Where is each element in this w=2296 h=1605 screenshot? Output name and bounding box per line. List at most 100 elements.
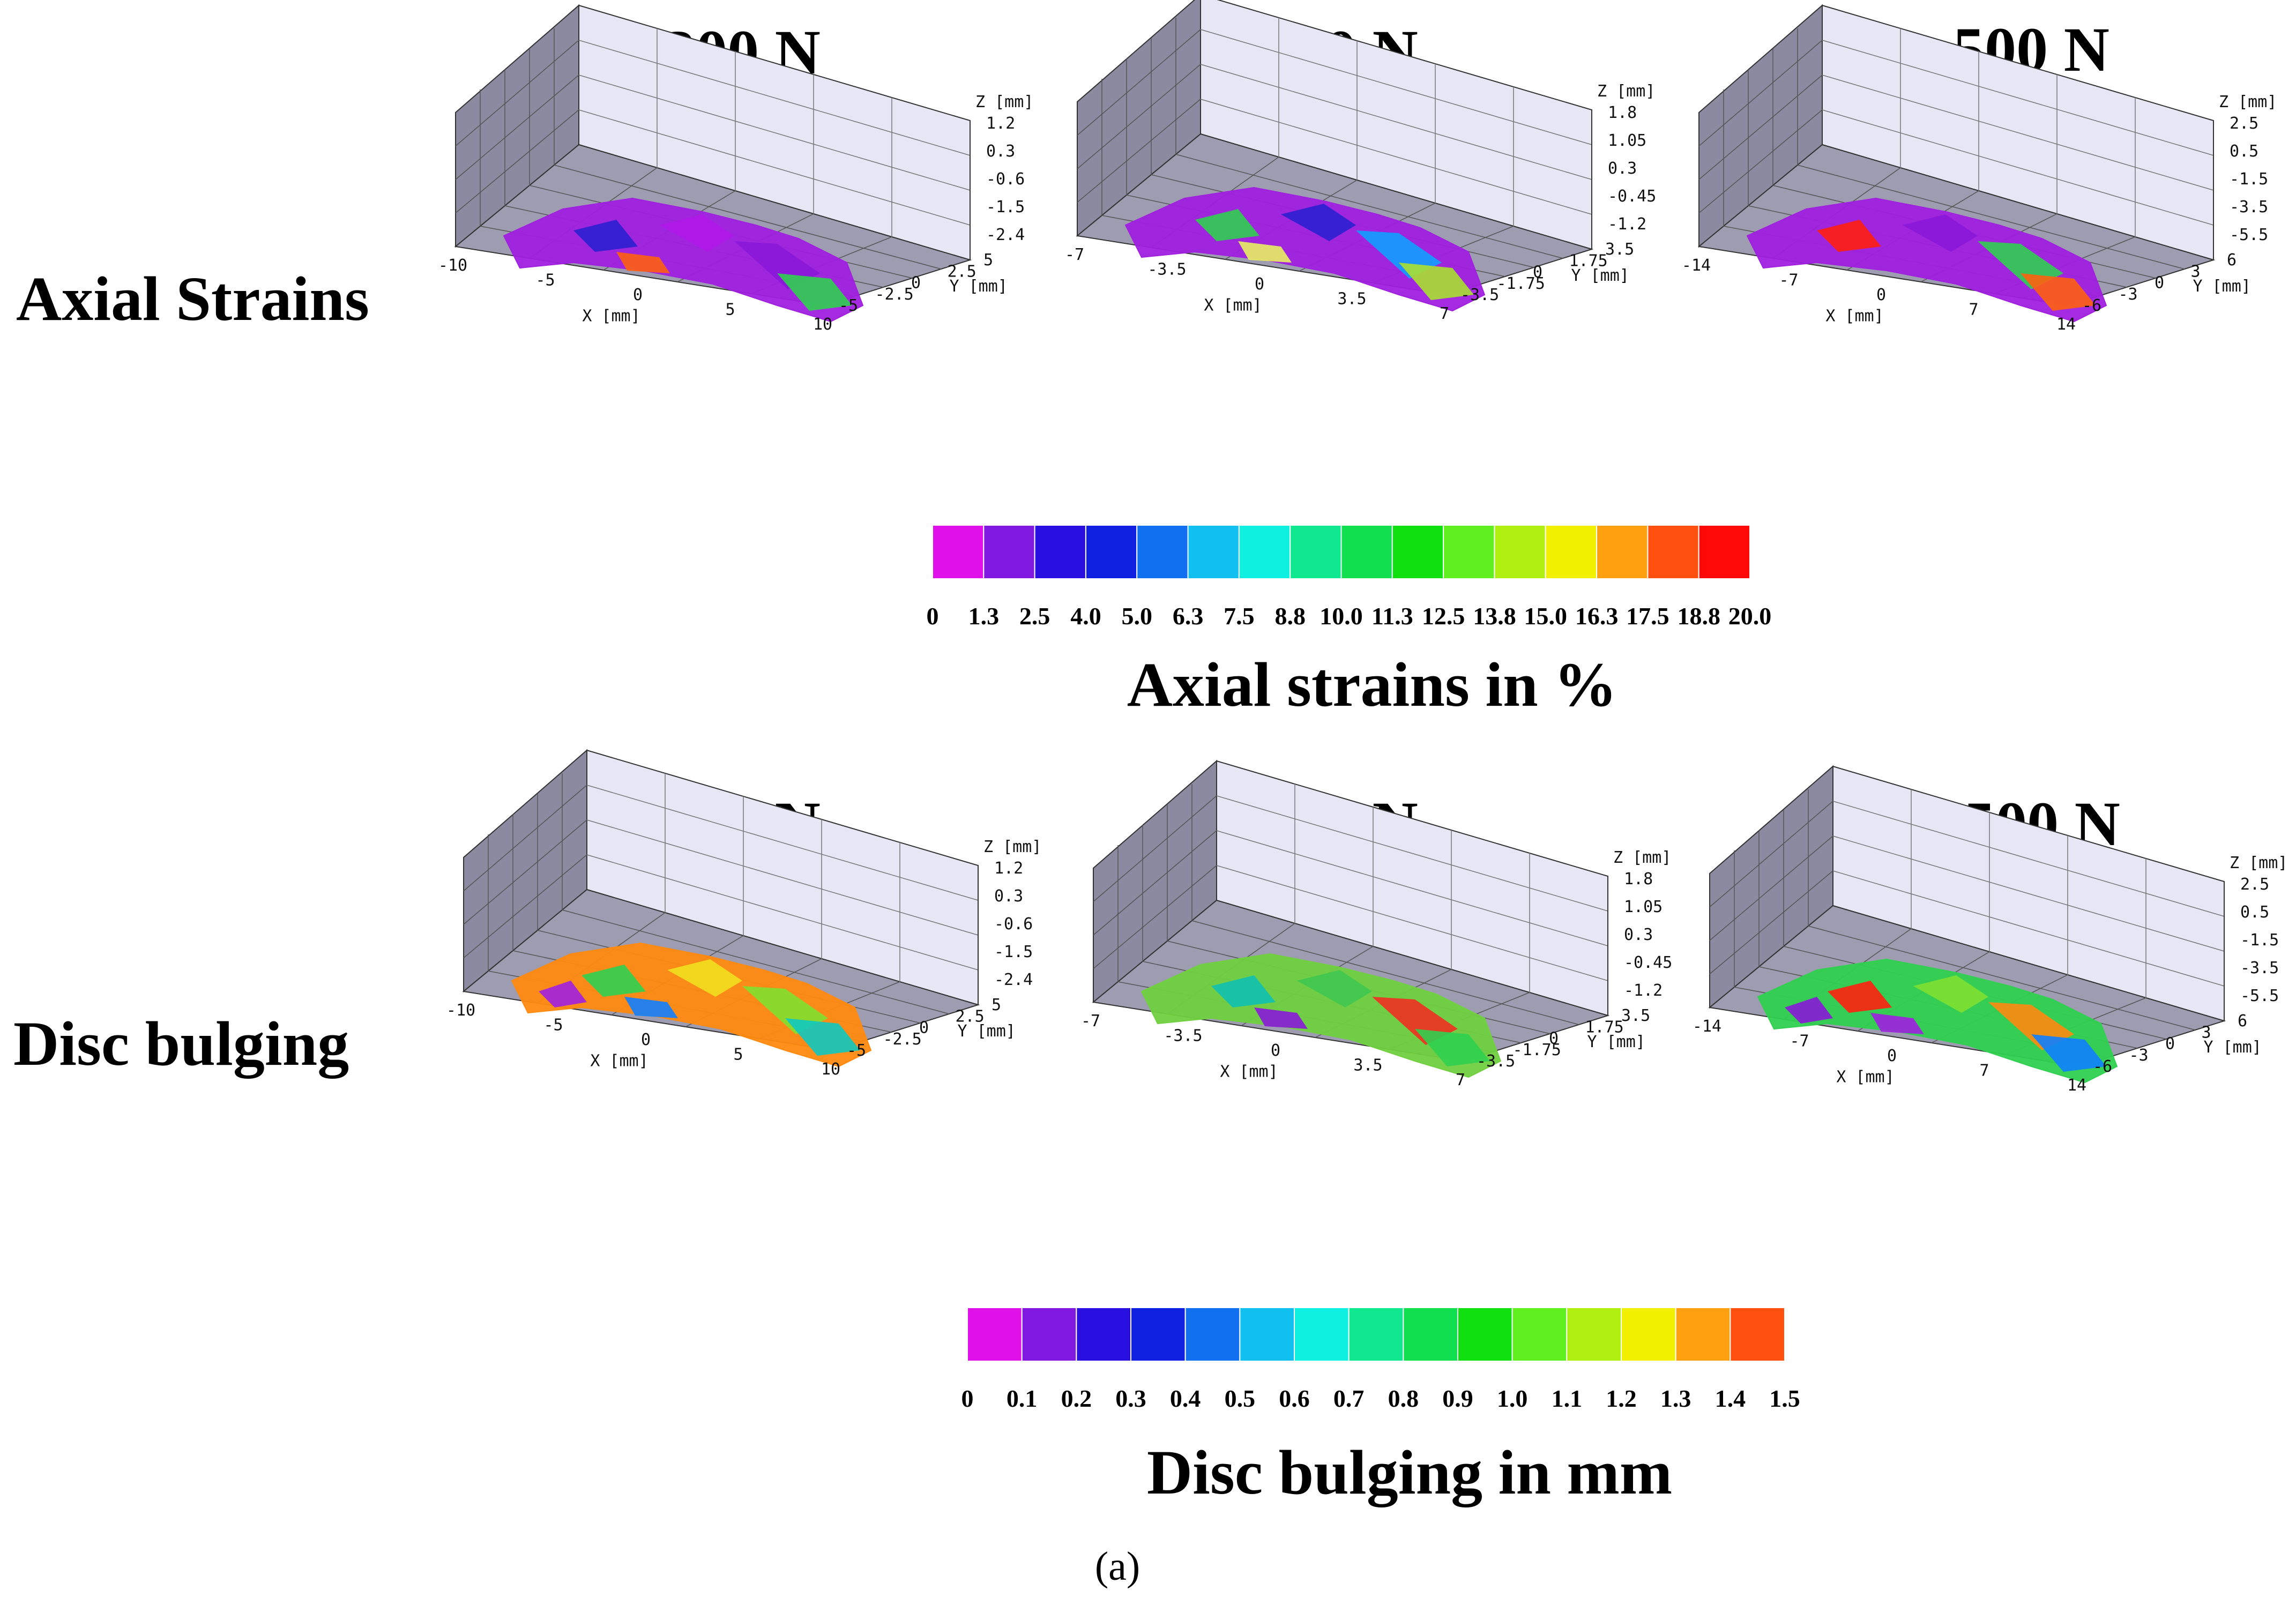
x-tick-label: 14 — [2056, 315, 2076, 334]
x-tick-label: 7 — [1969, 301, 1978, 319]
surface-group — [1124, 186, 1486, 312]
z-tick-label: 2.5 — [2240, 875, 2269, 894]
x-axis-label: X [mm] — [1204, 296, 1262, 315]
y-tick-label: 0 — [911, 274, 921, 293]
z-tick-label: 1.05 — [1608, 131, 1646, 150]
surface-patch — [1870, 1013, 1924, 1034]
colorbar-tick-label: 8.8 — [1274, 602, 1306, 630]
y-axis-label: Y [mm] — [1571, 266, 1629, 285]
colorbar-swatch — [1457, 1307, 1513, 1362]
z-axis-label: Z [mm] — [975, 93, 1033, 111]
x-axis-label: X [mm] — [1825, 307, 1883, 326]
colorbar-swatch — [1085, 525, 1138, 579]
back-grid-h — [1200, 64, 1592, 180]
colorbar-tick-label: 15.0 — [1524, 602, 1568, 630]
surface-patch — [582, 965, 646, 997]
x-axis-label: X [mm] — [590, 1052, 648, 1071]
x-tick-label: 0 — [633, 286, 643, 304]
x-tick-label: -10 — [446, 1001, 475, 1020]
y-tick-label: 3.5 — [1605, 240, 1634, 259]
colorbar-swatch — [983, 525, 1035, 579]
y-tick-label: 6 — [2227, 251, 2237, 270]
row-label-axial-strains: Axial Strains — [16, 264, 369, 334]
colorbar-swatch — [932, 525, 985, 579]
surface-patch — [1399, 263, 1474, 300]
colorbar-tick-label: 17.5 — [1626, 602, 1669, 630]
x-tick-label: 14 — [2067, 1076, 2086, 1095]
floor-grid-y — [1175, 154, 1563, 259]
back-grid-h — [1832, 801, 2225, 917]
x-tick-label: -5 — [535, 271, 555, 290]
colorbar-tick-label: 1.0 — [1497, 1385, 1528, 1412]
colorbar-tick-label: 1.2 — [1606, 1385, 1637, 1412]
z-tick-label: -0.6 — [986, 170, 1025, 189]
x-tick-label: 10 — [821, 1060, 840, 1079]
colorbar-swatch — [1187, 525, 1240, 579]
floor-grid-y — [562, 909, 950, 1014]
y-tick-label: -2.5 — [875, 285, 914, 304]
x-tick-label: 10 — [813, 315, 832, 334]
y-tick-label: -1.75 — [1513, 1041, 1561, 1059]
colorbar-tick-label: 12.5 — [1422, 602, 1465, 630]
left-grid-h — [1709, 835, 1833, 941]
back-grid-h — [1832, 870, 2225, 987]
colorbar-tick-label: 4.0 — [1070, 602, 1101, 630]
x-tick-label: -7 — [1081, 1012, 1100, 1031]
y-tick-label: 0 — [1533, 263, 1542, 282]
colorbar-swatch — [1289, 525, 1342, 579]
surface-patch — [1817, 220, 1881, 252]
x-tick-label: 5 — [733, 1046, 743, 1064]
z-tick-label: -1.5 — [986, 198, 1025, 217]
colorbar-swatch — [1494, 525, 1546, 579]
colorbar-tick-label: 11.3 — [1371, 602, 1413, 630]
colorbar-tick-label: 20.0 — [1728, 602, 1772, 630]
y-tick-label: 5 — [983, 251, 993, 270]
z-tick-label: 1.05 — [1624, 898, 1663, 916]
colorbar-swatch — [1340, 525, 1393, 579]
surface-patch — [539, 981, 587, 1007]
left-grid-h — [455, 40, 579, 147]
back-grid-h — [1822, 109, 2214, 226]
colorbar-tick-label: 0.4 — [1170, 1385, 1201, 1412]
y-axis-label: Y [mm] — [1587, 1033, 1645, 1051]
figure-label: (a) — [1094, 1544, 1140, 1589]
plot-panel-2: Z [mm] 2.5 0.5 -1.5 -3.5 -5.5 -14 -7 0 7 14 X [mm] 6… — [1682, 4, 2277, 334]
y-tick-label: -3 — [2119, 285, 2138, 304]
z-axis-label: Z [mm] — [1597, 82, 1655, 101]
y-tick-label: 1.75 — [1569, 251, 1608, 270]
y-tick-label: -3 — [2129, 1046, 2149, 1065]
z-tick-label: 0.3 — [994, 887, 1023, 906]
colorbar-tick-label: 0.5 — [1225, 1385, 1256, 1412]
x-tick-label: -7 — [1779, 271, 1798, 290]
surface-patch — [777, 273, 852, 311]
y-tick-label: -6 — [2082, 296, 2101, 315]
y-tick-label: 3.5 — [1621, 1006, 1650, 1025]
surface-patch — [1238, 241, 1292, 263]
colorbar-swatch — [1675, 1307, 1731, 1362]
back-grid-h — [1216, 830, 1608, 946]
colorbar-tick-label: 0.7 — [1333, 1385, 1365, 1412]
colorbar-swatch — [1698, 525, 1750, 579]
plot-panel-3: Z [mm] 1.2 0.3 -0.6 -1.5 -2.4 -10 -5 0 5 10 X [mm] 5… — [446, 749, 1041, 1079]
colorbar-swatch — [1443, 525, 1495, 579]
x-tick-label: 7 — [1440, 304, 1449, 323]
colorbar-title-bulging: Disc bulging in mm — [1146, 1437, 1673, 1507]
z-tick-label: -0.6 — [994, 915, 1033, 934]
left-grid-h — [455, 74, 579, 180]
left-grid-h — [463, 819, 587, 925]
x-tick-label: 3.5 — [1353, 1056, 1382, 1075]
colorbar-swatch — [1348, 1307, 1404, 1362]
colorbar-tick-label: 7.5 — [1224, 602, 1255, 630]
y-tick-label: -3.5 — [1477, 1052, 1515, 1071]
back-grid-h — [1822, 74, 2214, 191]
left-grid-h — [1077, 29, 1201, 136]
colorbar-tick-label: 0.8 — [1388, 1385, 1419, 1412]
y-axis-label: Y [mm] — [950, 277, 1008, 296]
y-tick-label: 0 — [2165, 1035, 2175, 1054]
x-axis-label: X [mm] — [582, 307, 640, 326]
z-tick-label: -2.4 — [986, 226, 1025, 244]
x-tick-label: -14 — [1682, 256, 1711, 275]
left-grid-h — [1698, 109, 1823, 214]
colorbar-tick-label: 1.1 — [1552, 1385, 1583, 1412]
x-tick-label: -3.5 — [1164, 1027, 1202, 1046]
